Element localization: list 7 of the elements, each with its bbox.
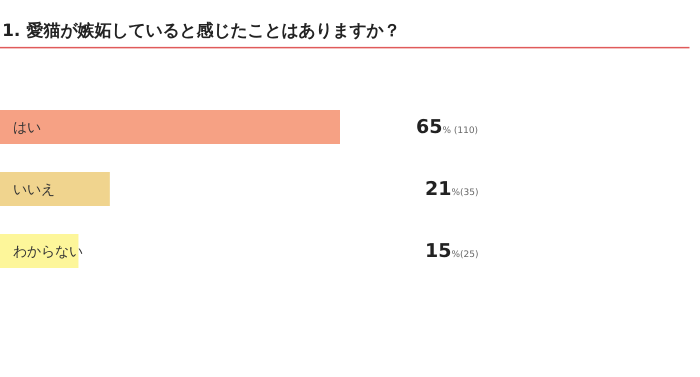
y-tick-label: いいえ	[13, 182, 55, 198]
data-label: 21%(35)	[425, 178, 478, 200]
y-tick-label: はい	[13, 120, 41, 136]
chart-title: 1. 愛猫が嫉妬していると感じたことはありますか？	[2, 21, 400, 42]
data-label: 15%(25)	[425, 240, 478, 262]
data-label: 65% (110)	[416, 116, 478, 138]
y-tick-label: わからない	[13, 244, 83, 260]
